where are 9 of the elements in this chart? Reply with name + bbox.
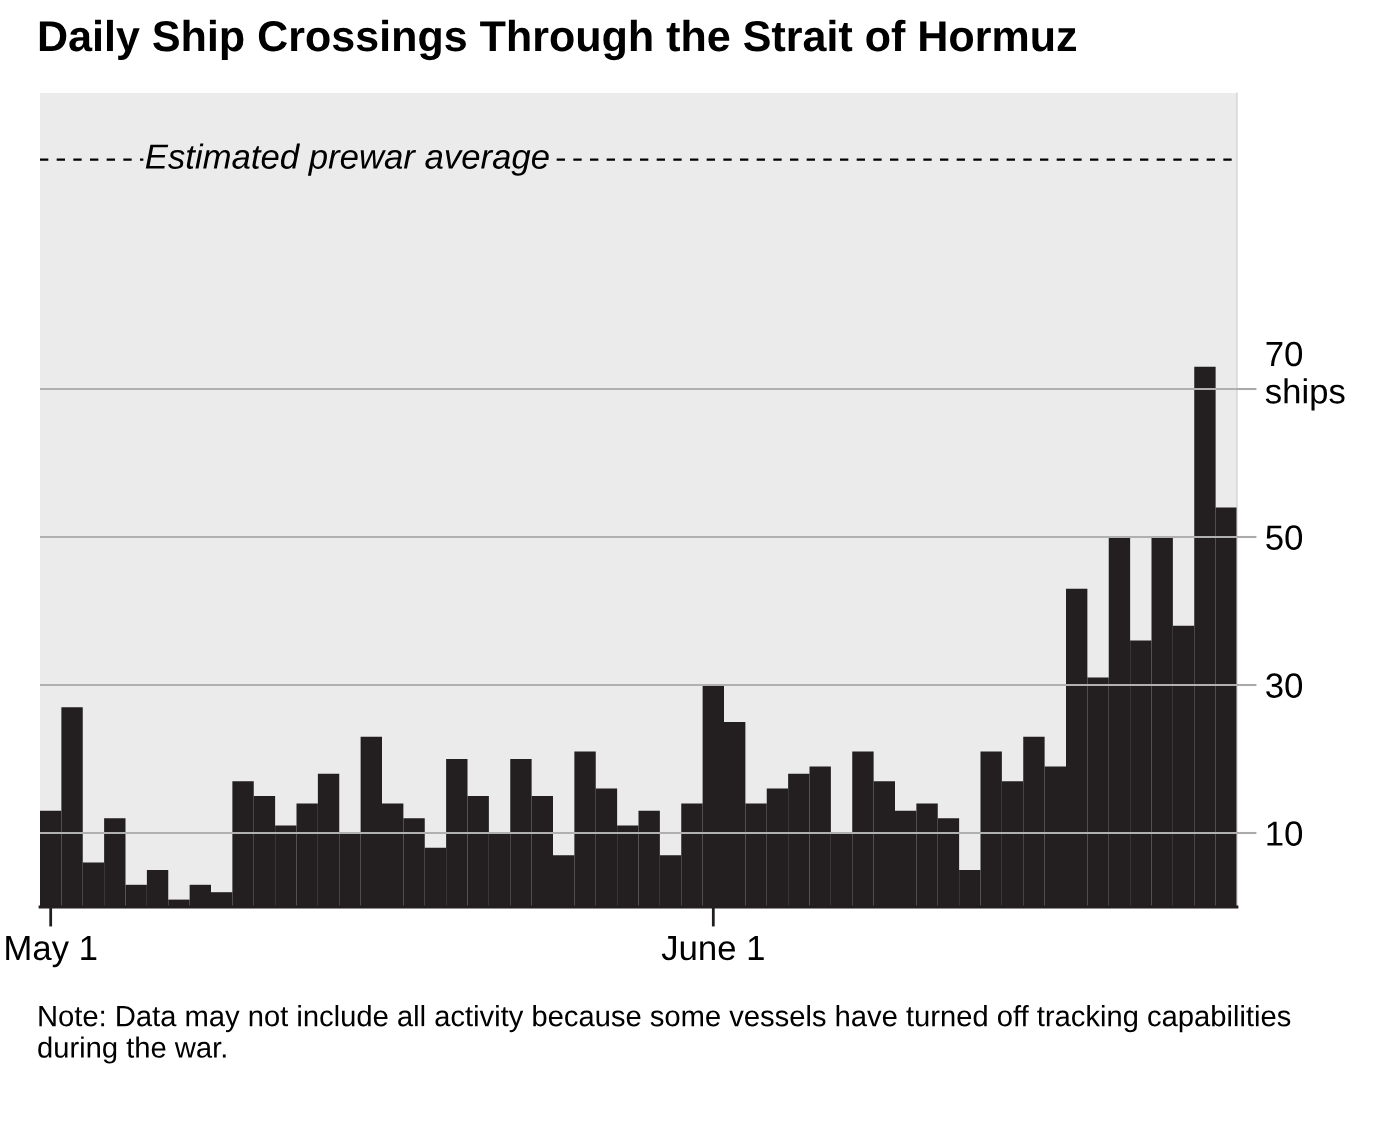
ref-line-label: Estimated prewar average	[145, 143, 549, 176]
y-tick-label: 10	[1267, 821, 1303, 846]
text: Note: Data may not include all activity because some vessels have turned off tracking capabilities during the war.	[38, 1005, 1291, 1064]
y-tick-label: 50	[1266, 525, 1303, 550]
chart-title: Daily Ship Crossings Through the Strait of Hormuz	[39, 19, 1077, 61]
x-tick-label: June 1	[661, 936, 764, 961]
y-tick-label: 70 ships	[1265, 341, 1345, 411]
x-tick-label: May 1	[6, 936, 97, 968]
y-tick-label: 30	[1266, 673, 1303, 698]
